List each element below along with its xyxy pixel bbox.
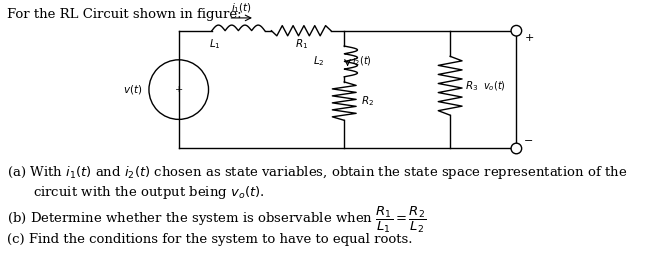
Text: $i_2(t)$: $i_2(t)$ (352, 55, 372, 68)
Text: $L_1$: $L_1$ (209, 37, 221, 51)
Text: (a) With $i_1(t)$ and $i_2(t)$ chosen as state variables, obtain the state space: (a) With $i_1(t)$ and $i_2(t)$ chosen as… (7, 164, 627, 181)
Text: −: − (524, 136, 534, 146)
Text: $R_1$: $R_1$ (295, 37, 308, 51)
Text: $i_1(t)$: $i_1(t)$ (231, 1, 252, 15)
Text: $R_2$: $R_2$ (361, 94, 374, 108)
Text: $v_o(t)$: $v_o(t)$ (483, 79, 506, 93)
Ellipse shape (511, 143, 522, 154)
Text: (b) Determine whether the system is observable when $\dfrac{R_1}{L_1} = \dfrac{R: (b) Determine whether the system is obse… (7, 205, 426, 235)
Text: +: + (524, 33, 534, 44)
Ellipse shape (511, 25, 522, 36)
Text: circuit with the output being $v_o(t)$.: circuit with the output being $v_o(t)$. (33, 184, 265, 201)
Text: $v(t)$: $v(t)$ (123, 83, 142, 96)
Text: For the RL Circuit shown in figure:: For the RL Circuit shown in figure: (7, 8, 241, 21)
Text: +: + (175, 85, 183, 94)
Text: (c) Find the conditions for the system to have to equal roots.: (c) Find the conditions for the system t… (7, 233, 412, 246)
Text: $L_2$: $L_2$ (312, 55, 324, 68)
Text: $R_3$: $R_3$ (465, 79, 478, 93)
